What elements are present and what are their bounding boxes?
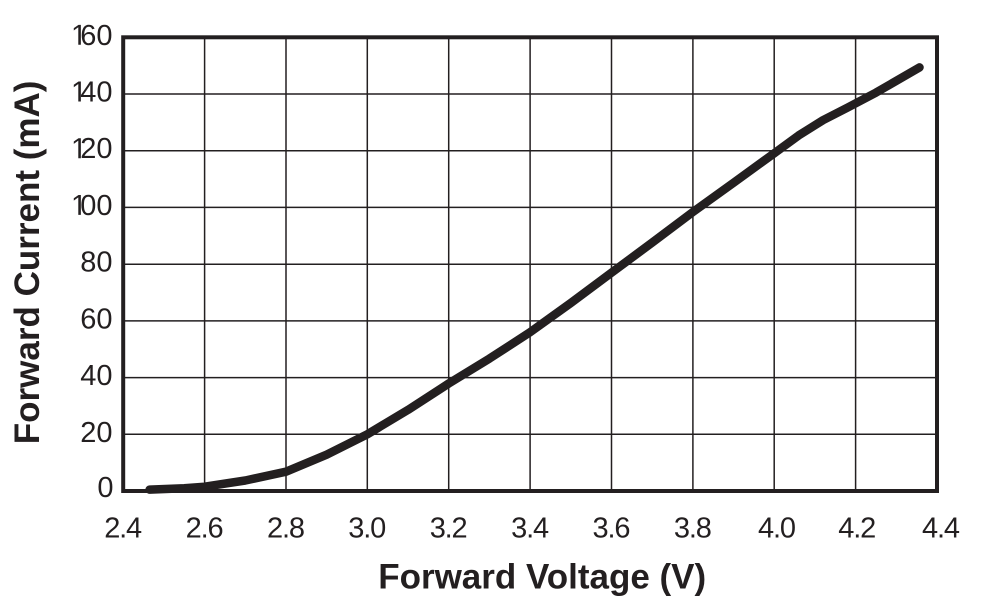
svg-text:0: 0 (97, 472, 113, 504)
svg-text:4.2: 4.2 (838, 513, 876, 545)
svg-text:Forward Voltage (V): Forward Voltage (V) (378, 558, 706, 597)
svg-text:4.0: 4.0 (758, 513, 796, 545)
svg-text:3.4: 3.4 (511, 513, 549, 545)
svg-text:2.6: 2.6 (186, 513, 224, 545)
svg-text:3.0: 3.0 (348, 513, 386, 545)
svg-text:40: 40 (80, 360, 112, 392)
svg-text:3.2: 3.2 (430, 513, 468, 545)
svg-text:3.6: 3.6 (593, 513, 631, 545)
svg-text:3.8: 3.8 (674, 513, 712, 545)
svg-text:80: 80 (80, 247, 112, 279)
svg-text:4.4: 4.4 (922, 513, 960, 545)
svg-text:Forward Current (mA): Forward Current (mA) (8, 81, 47, 445)
svg-text:40: 40 (80, 77, 112, 109)
svg-text:20: 20 (80, 133, 112, 165)
svg-text:60: 60 (80, 303, 112, 335)
svg-text:00: 00 (80, 190, 112, 222)
svg-text:2.8: 2.8 (267, 513, 305, 545)
svg-text:2.4: 2.4 (104, 513, 142, 545)
svg-text:60: 60 (80, 20, 112, 52)
svg-text:20: 20 (80, 417, 112, 449)
